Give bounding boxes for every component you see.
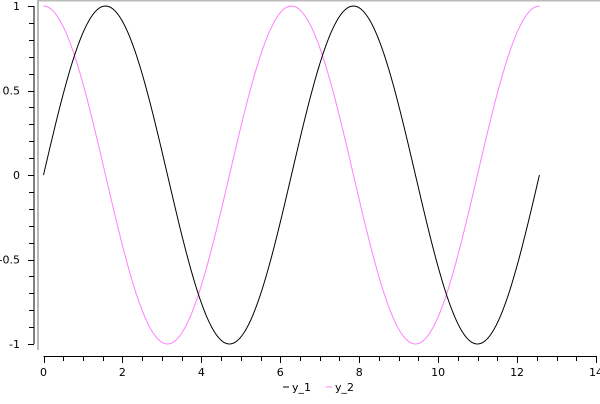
y-tick-label: -0.5 [0, 254, 20, 267]
x-axis: 0 2 4 6 8 10 12 14 [40, 356, 600, 379]
y-axis: -1 -0.5 0 0.5 1 [0, 0, 35, 351]
x-tick-label: 4 [198, 366, 205, 379]
series-line-y1 [43, 5, 540, 345]
x-tick-label: 6 [277, 366, 284, 379]
legend: y_1 y_2 [283, 381, 354, 394]
series-lines [43, 5, 540, 345]
y-tick-label: -1 [9, 338, 20, 351]
x-tick-label: 12 [510, 366, 524, 379]
legend-label-y2: y_2 [335, 381, 354, 394]
x-tick-label: 14 [589, 366, 600, 379]
x-tick-label: 10 [431, 366, 445, 379]
x-tick-label: 0 [40, 366, 47, 379]
y-tick-label: 1 [13, 0, 20, 13]
series-line-y2 [43, 5, 540, 345]
legend-label-y1: y_1 [292, 381, 311, 394]
x-tick-label: 8 [356, 366, 363, 379]
y-tick-label: 0.5 [3, 85, 21, 98]
x-tick-label: 2 [119, 366, 126, 379]
y-tick-label: 0 [13, 169, 20, 182]
